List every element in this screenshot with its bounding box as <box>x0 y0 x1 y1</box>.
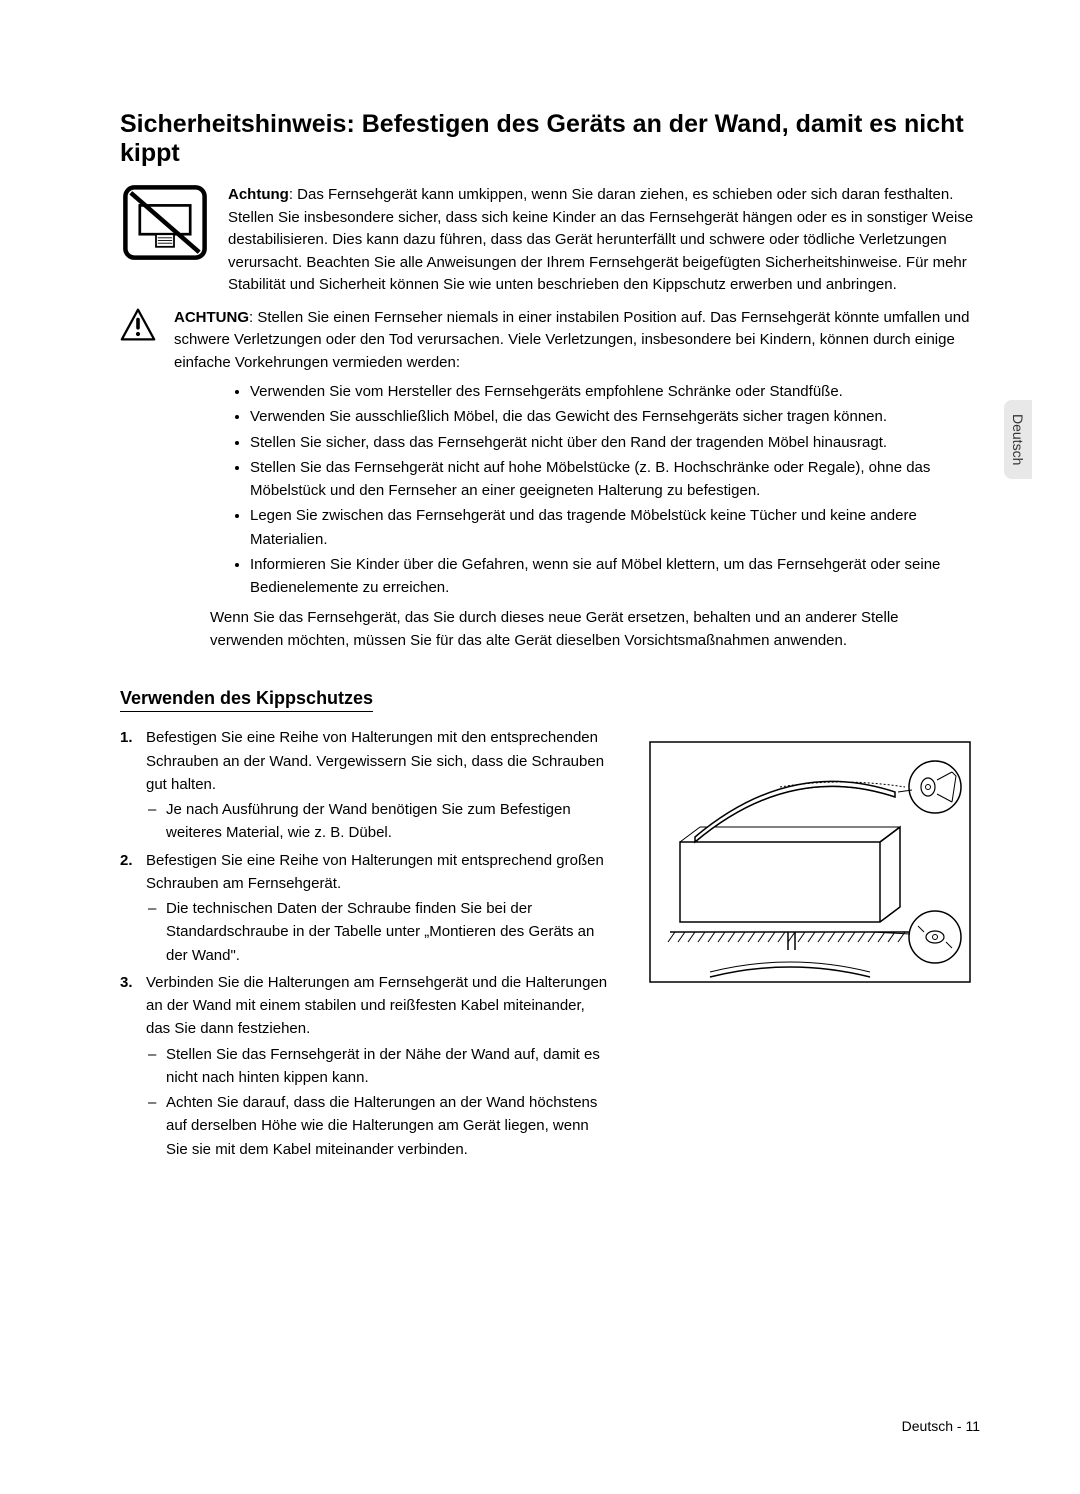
achtung2-paragraph: ACHTUNG: Stellen Sie einen Fernseher nie… <box>174 307 980 375</box>
bullet-item: Stellen Sie sicher, dass das Fernsehgerä… <box>250 431 980 454</box>
mounting-illustration <box>640 726 980 1165</box>
safety-bullets: Verwenden Sie vom Hersteller des Fernseh… <box>174 380 980 599</box>
substep: Je nach Ausführung der Wand benötigen Si… <box>146 798 610 845</box>
step-1: Befestigen Sie eine Reihe von Halterunge… <box>120 726 610 844</box>
substep: Achten Sie darauf, dass die Halterungen … <box>146 1091 610 1161</box>
page-footer: Deutsch - 11 <box>902 1418 980 1434</box>
subheading: Verwenden des Kippschutzes <box>120 688 373 712</box>
step-3: Verbinden Sie die Halterungen am Fernseh… <box>120 971 610 1161</box>
installation-steps: Befestigen Sie eine Reihe von Halterunge… <box>120 726 610 1161</box>
bullet-item: Legen Sie zwischen das Fernsehgerät und … <box>250 504 980 551</box>
bullet-item: Informieren Sie Kinder über die Gefahren… <box>250 553 980 600</box>
followup-text: Wenn Sie das Fernsehgerät, das Sie durch… <box>210 607 980 652</box>
step-2: Befestigen Sie eine Reihe von Halterunge… <box>120 849 610 967</box>
bullet-item: Verwenden Sie vom Hersteller des Fernseh… <box>250 380 980 403</box>
warning-achtung-2: ACHTUNG: Stellen Sie einen Fernseher nie… <box>120 307 980 653</box>
warning-achtung-1: Achtung: Das Fernsehgerät kann umkippen,… <box>120 182 980 297</box>
bullet-item: Verwenden Sie ausschließlich Möbel, die … <box>250 405 980 428</box>
language-tab: Deutsch <box>1004 400 1032 479</box>
substep: Stellen Sie das Fernsehgerät in der Nähe… <box>146 1043 610 1090</box>
page-title: Sicherheitshinweis: Befestigen des Gerät… <box>120 110 980 168</box>
no-tipping-tv-icon <box>120 182 210 297</box>
substep: Die technischen Daten der Schraube finde… <box>146 897 610 967</box>
achtung1-paragraph: Achtung: Das Fernsehgerät kann umkippen,… <box>228 184 980 297</box>
warning-triangle-icon <box>120 307 156 653</box>
bullet-item: Stellen Sie das Fernsehgerät nicht auf h… <box>250 456 980 503</box>
